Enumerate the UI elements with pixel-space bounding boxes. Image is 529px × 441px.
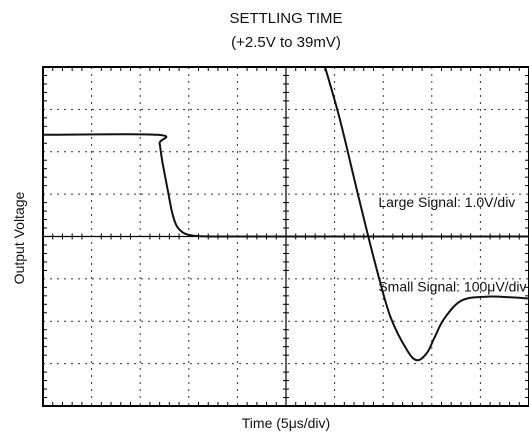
trace-small-signal [323,67,529,362]
small-signal-annotation: Small Signal: 100μV/div [378,279,526,295]
large-signal-annotation: Large Signal: 1.0V/div [378,194,515,210]
traces [43,67,529,362]
y-axis-label: Output Voltage [11,191,27,285]
plot-frame [42,66,529,407]
chart-title: SETTLING TIME [229,10,343,27]
x-axis-label: Time (5μs/div) [241,415,331,431]
trace-large-signal [43,133,529,238]
annotations: Large Signal: 1.0V/div Small Signal: 100μ… [378,194,526,295]
chart-subtitle: (+2.5V to 39mV) [231,34,341,51]
